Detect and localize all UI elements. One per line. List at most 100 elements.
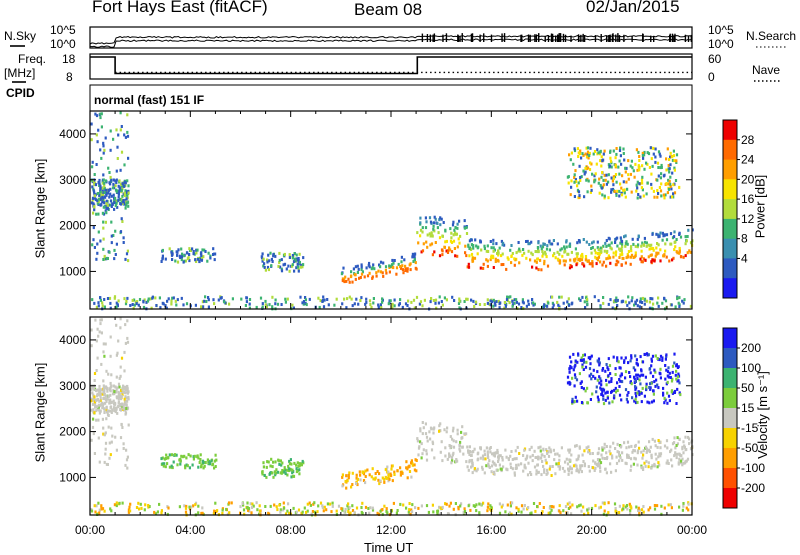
scatter-cell [567, 181, 570, 185]
scatter-cell [283, 262, 287, 266]
scatter-cell [356, 483, 359, 487]
scatter-cell [629, 255, 632, 259]
scatter-cell [616, 298, 619, 302]
scatter-cell [370, 305, 373, 309]
scatter-cell [308, 501, 311, 505]
scatter-cell [180, 247, 183, 251]
scatter-cell [597, 248, 600, 252]
scatter-cell [364, 302, 367, 306]
scatter-cell [433, 250, 436, 254]
scatter-cell [124, 341, 127, 345]
scatter-cell [340, 507, 343, 511]
scatter-cell [203, 299, 206, 303]
power-cbar-swatch [723, 179, 737, 200]
scatter-cell [650, 172, 653, 176]
scatter-cell [543, 468, 546, 472]
scatter-cell [326, 298, 329, 301]
scatter-cell [278, 462, 281, 466]
scatter-cell [660, 172, 663, 176]
scatter-cell [657, 455, 660, 459]
scatter-cell [368, 299, 372, 303]
scatter-cell [482, 501, 485, 505]
scatter-cell [124, 189, 127, 193]
scatter-cell [284, 468, 287, 472]
scatter-cell [126, 179, 129, 183]
scatter-cell [661, 301, 664, 305]
scatter-cell [358, 276, 361, 280]
scatter-cell [531, 265, 534, 269]
scatter-cell [622, 180, 625, 184]
scatter-cell [297, 508, 301, 512]
scatter-cell [632, 256, 635, 259]
scatter-cell [410, 475, 413, 479]
scatter-cell [118, 189, 121, 193]
scatter-cell [589, 190, 592, 194]
scatter-cell [565, 457, 568, 461]
scatter-cell [659, 176, 662, 180]
scatter-cell [115, 178, 118, 182]
scatter-cell [655, 378, 658, 382]
scatter-cell [492, 266, 495, 269]
scatter-cell [500, 263, 503, 267]
scatter-cell [390, 474, 393, 478]
scatter-cell [286, 297, 289, 301]
scatter-cell [114, 401, 117, 405]
scatter-cell [420, 442, 423, 446]
scatter-cell [124, 395, 127, 399]
scatter-cell [488, 507, 491, 511]
scatter-cell [647, 448, 651, 452]
scatter-cell [245, 296, 248, 300]
scatter-cell [581, 363, 584, 367]
scatter-cell [113, 390, 116, 394]
scatter-cell [439, 506, 442, 510]
scatter-cell [614, 306, 618, 310]
scatter-cell [650, 381, 653, 385]
scatter-cell [567, 472, 570, 476]
scatter-cell [191, 247, 194, 251]
scatter-cell [537, 241, 540, 245]
scatter-cell [480, 248, 483, 252]
scatter-cell [217, 298, 220, 302]
scatter-cell [126, 399, 129, 403]
scatter-cell [113, 296, 116, 300]
scatter-cell [682, 301, 685, 305]
scatter-cell [648, 247, 651, 251]
scatter-cell [92, 409, 95, 413]
scatter-cell [116, 205, 119, 209]
scatter-cell [536, 505, 539, 508]
scatter-cell [635, 394, 638, 398]
scatter-cell [439, 422, 442, 426]
scatter-cell [595, 385, 598, 389]
scatter-cell [676, 375, 680, 379]
nave-tick-high: 60 [708, 52, 722, 66]
scatter-cell [584, 389, 587, 393]
scatter-cell [92, 226, 95, 230]
scatter-cell [188, 247, 191, 251]
scatter-cell [101, 403, 105, 407]
scatter-cell [620, 372, 623, 376]
scatter-cell [399, 266, 403, 270]
scatter-cell [671, 158, 674, 162]
scatter-cell [610, 389, 614, 393]
scatter-cell [419, 429, 422, 433]
scatter-cell [478, 303, 482, 306]
scatter-cell [622, 504, 625, 508]
scatter-cell [170, 464, 173, 468]
scatter-cell [376, 511, 379, 515]
scatter-cell [651, 164, 654, 168]
scatter-cell [473, 256, 477, 260]
scatter-cell [661, 356, 664, 360]
scatter-cell [574, 363, 577, 367]
scatter-cell [541, 453, 544, 457]
scatter-cell [137, 501, 140, 505]
scatter-cell [397, 303, 401, 307]
scatter-region [160, 247, 217, 264]
scatter-cell [411, 461, 414, 465]
scatter-cell [664, 377, 667, 381]
scatter-cell [665, 255, 668, 259]
scatter-cell [593, 469, 596, 472]
scatter-cell [590, 372, 593, 376]
scatter-cell [359, 276, 362, 279]
scatter-cell [574, 247, 577, 251]
scatter-cell [588, 168, 592, 171]
